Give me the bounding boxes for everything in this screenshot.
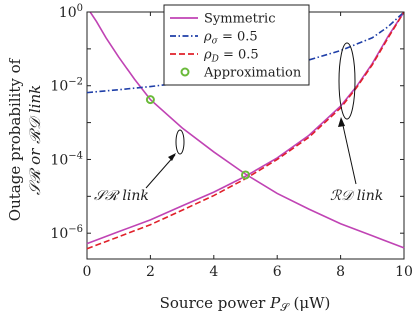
approximation-marker xyxy=(145,95,155,105)
y-axis-label-line2: 𝒮ℛ or ℛ𝒟 link xyxy=(26,85,44,195)
rd-arrow-line xyxy=(341,120,357,185)
x-tick-label: 2 xyxy=(146,264,155,280)
y-axis-label-line1: Outage probability of xyxy=(6,57,24,221)
x-tick-label: 0 xyxy=(83,264,92,280)
y-ticks: 100 10−2 10−4 10−6 xyxy=(50,3,404,242)
x-axis-label: Source power P𝒮 (μW) xyxy=(160,294,331,314)
x-tick-label: 6 xyxy=(273,264,282,280)
rd-ellipse xyxy=(338,42,356,120)
y-tick-label: 10−6 xyxy=(50,224,83,242)
series-solid-line xyxy=(89,11,405,249)
y-tick-label: 10−4 xyxy=(50,150,83,168)
approximation-marker xyxy=(241,170,250,180)
sr-link-label: 𝒮ℛ link xyxy=(94,188,149,204)
y-tick-label: 10−2 xyxy=(50,77,83,95)
legend-label: ρD = 0.5 xyxy=(203,48,259,65)
rd-link-label: ℛ𝒟 link xyxy=(330,188,383,204)
legend-marker xyxy=(180,67,190,77)
x-ticks: 0 2 4 6 8 10 xyxy=(83,12,413,280)
annotation-rd: ℛ𝒟 link xyxy=(330,42,383,204)
sr-arrow-line xyxy=(145,154,176,189)
annotation-sr: 𝒮ℛ link xyxy=(94,129,185,204)
legend-label: Approximation xyxy=(203,66,302,81)
series-dashed-line xyxy=(86,11,405,250)
sr-ellipse xyxy=(175,129,185,155)
rd-arrow-head xyxy=(338,117,345,127)
sr-arrow-head xyxy=(168,153,176,161)
x-tick-label: 8 xyxy=(336,264,345,280)
x-tick-label: 4 xyxy=(209,264,218,280)
legend-label: ρσ = 0.5 xyxy=(203,30,258,47)
legend-label: Symmetric xyxy=(204,12,275,27)
y-tick-label: 100 xyxy=(59,3,83,21)
x-tick-label: 10 xyxy=(395,264,413,280)
